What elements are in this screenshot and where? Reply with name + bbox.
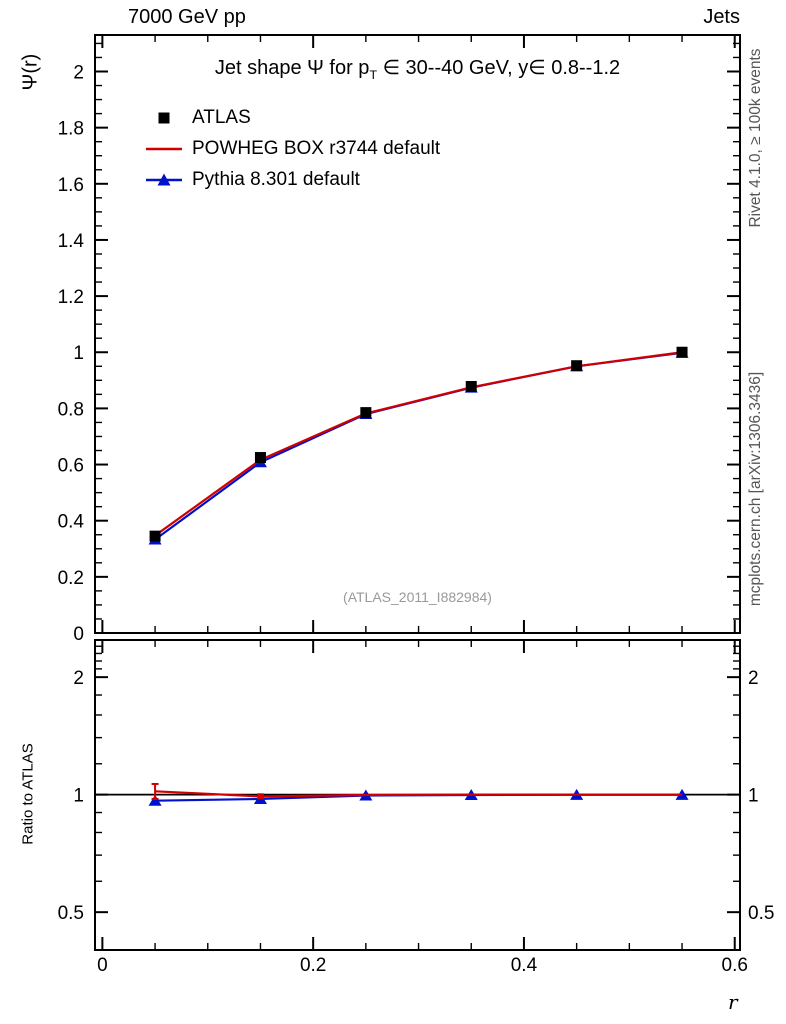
tick-label: 0.8 <box>58 399 84 420</box>
plot-title-suffix: ∈ 30--40 GeV, y∈ 0.8--1.2 <box>377 57 621 79</box>
square-marker <box>571 360 583 372</box>
square-marker <box>149 530 161 542</box>
mcplots-arxiv-note: mcplots.cern.ch [arXiv:1306.3436] <box>747 371 764 607</box>
square-marker <box>465 381 477 393</box>
tick-label: 1.6 <box>58 175 84 196</box>
tick-label: 0.2 <box>300 955 326 976</box>
tick-label: 0.4 <box>58 512 85 533</box>
analysis-id-watermark: (ATLAS_2011_I882984) <box>343 589 492 605</box>
plot-title: Jet shape Ψ for pT ∈ 30--40 GeV, y∈ 0.8-… <box>95 55 740 82</box>
square-marker <box>676 346 688 358</box>
legend: ATLAS POWHEG BOX r3744 default Pythia 8.… <box>144 102 440 195</box>
analysis-group-label: Jets <box>703 6 740 28</box>
tick-label: 0.6 <box>58 456 84 477</box>
series-line <box>154 351 683 537</box>
triangle-marker <box>148 794 162 806</box>
main-panel-frame <box>94 34 741 634</box>
plot-title-text: Jet shape Ψ for p <box>214 57 370 79</box>
ratio-y-axis-label: Ratio to ATLAS <box>19 743 37 845</box>
y-axis-label: Ψ(r) <box>19 53 42 91</box>
ratio-series-line <box>155 790 683 798</box>
rivet-version-note: Rivet 4.1.0, ≥ 100k events <box>747 48 764 228</box>
powheg-line-marker-icon <box>146 147 182 150</box>
tick-label: 0 <box>97 955 108 976</box>
tick-label: 1 <box>748 786 759 807</box>
legend-item-powheg: POWHEG BOX r3744 default <box>144 133 440 164</box>
legend-item-atlas: ATLAS <box>144 102 440 133</box>
tick-label: 1.8 <box>58 119 84 140</box>
square-marker <box>254 452 266 464</box>
tick-label: 0.6 <box>722 955 748 976</box>
legend-label-pythia: Pythia 8.301 default <box>192 168 360 190</box>
tick-label: 0.2 <box>58 568 84 589</box>
tick-label: 2 <box>748 668 759 689</box>
tick-label: 2 <box>73 668 84 689</box>
square-marker <box>360 407 372 419</box>
tick-label: 0.5 <box>58 903 84 924</box>
series-line <box>154 351 683 541</box>
pythia-triangle-marker-icon <box>146 173 182 185</box>
tick-label: 2 <box>73 62 84 83</box>
beam-label: 7000 GeV pp <box>128 6 246 28</box>
tick-label: 0.4 <box>511 955 538 976</box>
x-axis-label: r <box>728 990 738 1014</box>
plot-title-subscript: T <box>369 68 378 82</box>
tick-label: 1 <box>73 786 84 807</box>
tick-label: 1 <box>73 343 84 364</box>
tick-label: 1.4 <box>58 231 85 252</box>
legend-item-pythia: Pythia 8.301 default <box>144 164 440 195</box>
legend-label-atlas: ATLAS <box>192 106 251 128</box>
legend-label-powheg: POWHEG BOX r3744 default <box>192 137 441 159</box>
atlas-square-marker-icon <box>158 112 170 123</box>
tick-label: 0 <box>73 624 84 645</box>
tick-label: 0.5 <box>748 903 774 924</box>
tick-label: 1.2 <box>58 287 84 308</box>
